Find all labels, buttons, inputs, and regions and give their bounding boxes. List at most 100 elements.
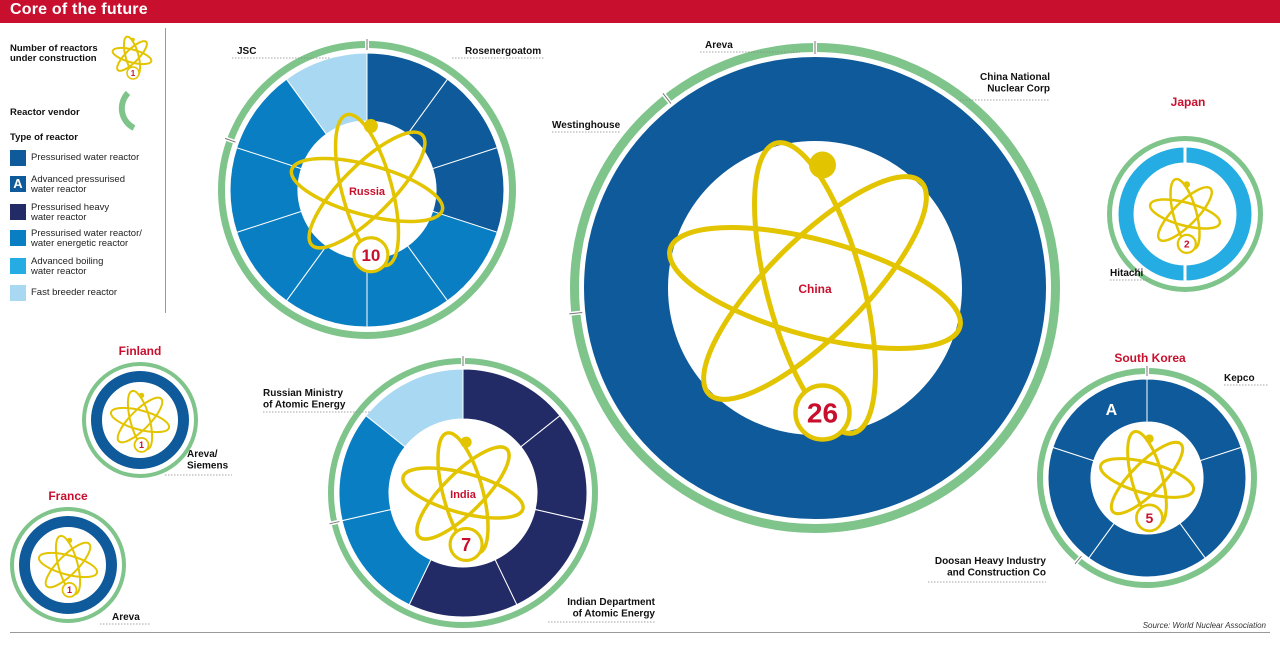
japan-vendor-divider-line <box>1133 268 1140 276</box>
south-korea-atom-orbit <box>1098 457 1196 499</box>
south-korea-country-name: South Korea <box>1114 351 1186 365</box>
south-korea-advanced-marker: A <box>1106 402 1118 419</box>
bottom-rule <box>10 632 1270 633</box>
source-note: Source: World Nuclear Association <box>1142 621 1266 630</box>
japan-country-name: Japan <box>1171 95 1206 109</box>
china-vendor-label: Westinghouse <box>552 120 621 131</box>
japan-count-bubble <box>1176 233 1197 255</box>
legend-count-bubble <box>126 66 140 80</box>
france-count-bubble <box>61 582 78 598</box>
finland-atom-orbit <box>116 396 164 444</box>
russia-atom-icon <box>289 112 445 268</box>
russia-atom-orbit <box>289 156 445 224</box>
france-reactor-count: 1 <box>67 585 72 595</box>
legend-label-vver: Pressurised water reactor/ water energet… <box>31 228 142 249</box>
legend-label-apwr: Advanced pressurised water reactor <box>31 174 125 195</box>
south-korea-atom-electron <box>1145 434 1154 443</box>
france-vendor-ring <box>10 507 126 623</box>
india-vendor-divider-line <box>329 521 340 525</box>
china-country-name: China <box>798 282 832 296</box>
france-atom-icon <box>37 534 99 596</box>
france-atom-orbit <box>44 541 92 589</box>
china-atom-orbit <box>667 225 963 351</box>
legend-divider <box>165 28 166 313</box>
legend-label-phwr: Pressurised heavy water reactor <box>31 202 110 223</box>
india-atom-orbit <box>401 466 525 520</box>
donut-japan: 2 Japan <box>1107 95 1263 292</box>
china-vendor-label: Areva <box>705 40 733 51</box>
china-reactor-count: 26 <box>807 398 838 429</box>
china-reactor-segment <box>584 57 1046 519</box>
donut-france: 1 France <box>10 489 150 625</box>
china-atom-icon <box>667 140 963 436</box>
south-korea-reactor-count: 5 <box>1146 510 1154 526</box>
legend-swatch-vver <box>10 230 26 246</box>
header-bar: Core of the future <box>0 0 1280 23</box>
south-korea-atom-orbit <box>1109 440 1185 516</box>
japan-reactor-segment <box>1183 144 1255 284</box>
russia-reactor-count: 10 <box>361 246 380 265</box>
legend-count-sample: 1 <box>131 69 136 78</box>
legend-vendor-arc <box>118 90 136 131</box>
south-korea-vendor-divider-line <box>1074 555 1082 565</box>
russia-country-name: Russia <box>349 186 386 198</box>
china-atom-orbit <box>701 174 929 402</box>
legend-reactors-label: Number of reactors under construction <box>10 43 98 64</box>
legend-atom-electron <box>131 37 135 42</box>
legend: Number of reactors under construction Re… <box>0 23 170 323</box>
legend-atom-orbit <box>111 46 153 66</box>
france-atom-orbit <box>37 551 99 579</box>
south-korea-vendor-label: Doosan Heavy Industry and Construction Co <box>935 556 1047 579</box>
finland-reactor-segment <box>91 371 189 469</box>
south-korea-vendor-label: Kepco <box>1224 373 1255 384</box>
japan-vendor-label: Hitachi <box>1110 268 1144 279</box>
russia-atom-orbit <box>307 130 427 250</box>
russia-vendor-divider-line <box>224 137 236 143</box>
legend-sample: 1 <box>111 35 153 131</box>
japan-atom-orbit <box>1157 186 1213 242</box>
japan-reactor-count: 2 <box>1184 239 1190 250</box>
india-atom-orbit <box>415 445 511 541</box>
india-vendor-label: Russian Ministry of Atomic Energy <box>263 388 346 411</box>
japan-reactor-segment <box>1115 144 1187 284</box>
legend-label-pwr: Pressurised water reactor <box>31 152 140 163</box>
japan-vendor-ring <box>1107 136 1263 292</box>
south-korea-reactor-segment <box>1052 378 1148 462</box>
donut-india: 7 India <box>263 356 655 628</box>
japan-atom-orbit <box>1148 198 1222 230</box>
india-reactor-count: 7 <box>461 535 471 555</box>
china-atom-orbit <box>752 140 878 436</box>
japan-atom-icon <box>1148 177 1222 251</box>
finland-country-name: Finland <box>119 344 162 358</box>
donut-china: 26 China <box>552 41 1060 533</box>
legend-atom-orbit <box>116 40 148 72</box>
finland-vendor-ring <box>82 362 198 478</box>
france-reactor-segment <box>19 516 117 614</box>
finland-reactor-count: 1 <box>139 440 144 450</box>
south-korea-count-bubble <box>1135 503 1164 533</box>
legend-swatch-fbr <box>10 285 26 301</box>
legend-swatch-phwr <box>10 204 26 220</box>
finland-atom-electron <box>138 392 145 399</box>
legend-vendor-label: Reactor vendor <box>10 107 80 118</box>
france-atom-electron <box>66 537 73 544</box>
china-vendor-divider-line <box>569 311 583 315</box>
china-vendor-divider-line <box>662 93 672 104</box>
india-vendor-label: Indian Department of Atomic Energy <box>567 597 655 620</box>
legend-label-abwr: Advanced boiling water reactor <box>31 256 104 277</box>
finland-atom-orbit <box>109 406 171 434</box>
russia-count-bubble <box>352 236 390 274</box>
finland-count-bubble <box>133 436 150 453</box>
legend-label-fbr: Fast breeder reactor <box>31 287 118 298</box>
legend-swatch-abwr <box>10 258 26 274</box>
donut-russia: 10 Russia <box>218 39 545 339</box>
france-vendor-label: Areva <box>112 612 140 623</box>
donut-south-korea: A 5 South Korea <box>928 351 1268 588</box>
finland-vendor-label: Areva/Siemens <box>187 449 229 472</box>
legend-swatch-pwr <box>10 150 26 166</box>
donut-finland: 1 Finland <box>82 344 232 478</box>
japan-atom-electron <box>1183 181 1191 188</box>
chart-title: Core of the future <box>10 1 148 18</box>
russia-vendor-label: JSC <box>237 46 256 57</box>
